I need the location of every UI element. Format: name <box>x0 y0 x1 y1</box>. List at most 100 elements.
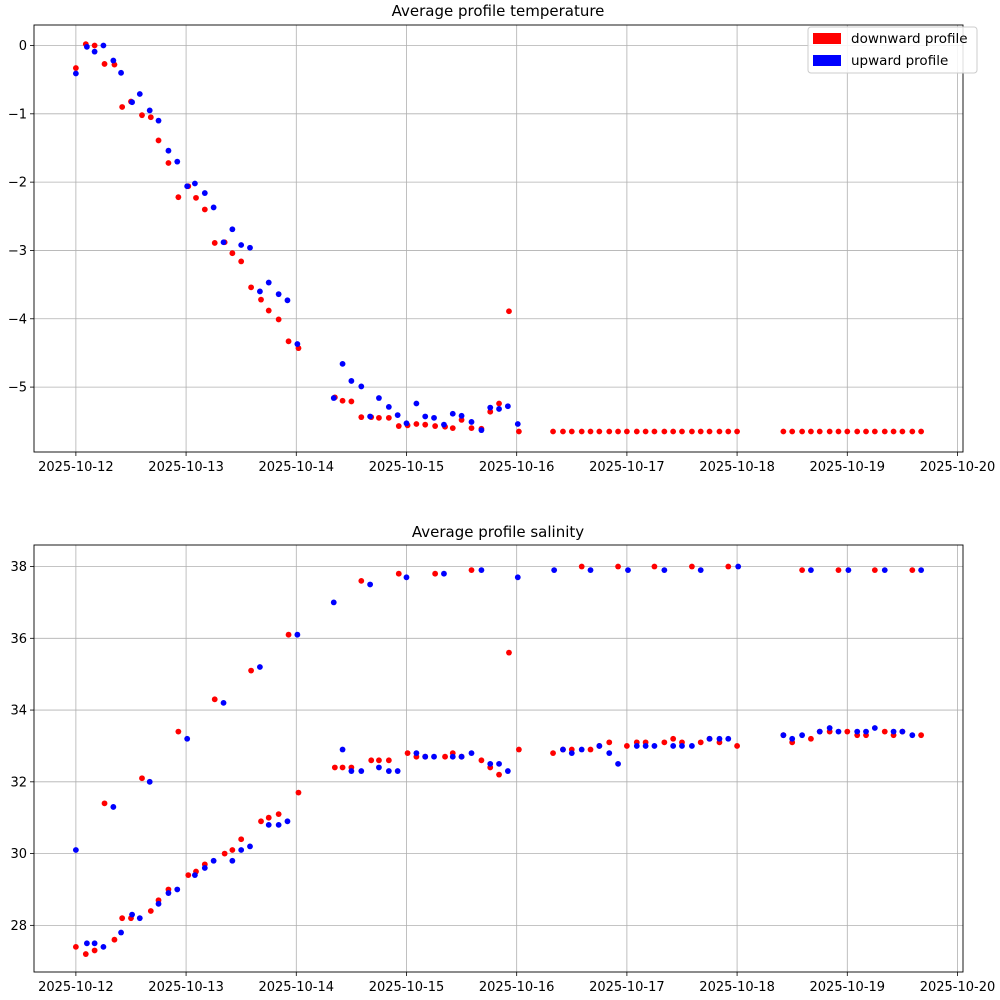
temperature-upward-point <box>184 183 191 190</box>
temperature-downward-point <box>578 428 585 435</box>
salinity-upward-point <box>83 940 90 947</box>
salinity-upward-point <box>478 567 485 574</box>
temperature-downward-point <box>651 428 658 435</box>
temperature-chart-title: Average profile temperature <box>392 2 605 20</box>
salinity-downward-point <box>442 753 448 760</box>
salinity-y-tick-label: 28 <box>10 919 27 934</box>
salinity-downward-point <box>175 728 182 735</box>
salinity-downward-point <box>615 563 621 570</box>
temperature-upward-point <box>367 413 374 420</box>
salinity-upward-point <box>835 728 842 735</box>
temperature-downward-point <box>468 425 475 431</box>
temperature-upward-point <box>339 360 346 367</box>
temperature-upward-point <box>431 414 437 421</box>
temperature-upward-point <box>422 413 429 420</box>
temperature-upward-point <box>100 42 107 49</box>
temperature-downward-point <box>101 61 108 67</box>
salinity-upward-point <box>284 818 291 825</box>
temperature-downward-point <box>633 428 640 435</box>
temperature-upward-point <box>72 70 79 77</box>
salinity-upward-point <box>201 865 208 871</box>
salinity-downward-point <box>623 743 630 749</box>
salinity-upward-point <box>642 743 649 749</box>
salinity-upward-point <box>229 857 236 864</box>
temperature-x-tick-label: 2025-10-20 <box>920 460 996 475</box>
temperature-upward-point <box>265 279 272 286</box>
salinity-upward-point <box>596 743 603 749</box>
salinity-upward-point <box>348 768 355 774</box>
salinity-upward-point <box>845 567 852 574</box>
legend-label-upward: upward profile <box>851 53 948 69</box>
salinity-x-tick-label: 2025-10-12 <box>38 980 114 995</box>
salinity-downward-point <box>285 631 292 638</box>
temperature-upward-point <box>458 412 465 419</box>
salinity-y-tick-label: 30 <box>10 847 27 862</box>
temperature-y-tick-label: −4 <box>8 312 27 327</box>
temperature-downward-point <box>863 428 869 435</box>
temperature-upward-point <box>275 291 282 298</box>
legend-swatch-downward <box>813 33 841 44</box>
salinity-downward-point <box>258 818 264 825</box>
temperature-upward-point <box>504 403 511 410</box>
salinity-upward-point <box>275 821 282 828</box>
salinity-upward-point <box>863 728 869 735</box>
temperature-downward-point <box>587 428 594 435</box>
temperature-downward-point <box>550 428 556 435</box>
temperature-downward-point <box>615 428 621 435</box>
temperature-x-tick-label: 2025-10-12 <box>38 460 114 475</box>
salinity-downward-point <box>221 850 228 857</box>
temperature-downward-point <box>348 398 355 405</box>
temperature-downward-point <box>568 428 575 435</box>
temperature-downward-point <box>706 428 713 435</box>
salinity-chart: Average profile salinity 2025-10-12 2025-… <box>10 523 995 995</box>
temperature-downward-point <box>844 428 851 435</box>
salinity-upward-point <box>735 563 742 570</box>
temperature-downward-point <box>339 397 346 404</box>
temperature-downward-point <box>881 428 888 435</box>
salinity-downward-point <box>506 649 512 656</box>
salinity-upward-point <box>174 886 181 893</box>
salinity-upward-point <box>210 857 217 864</box>
salinity-upward-point <box>118 929 124 936</box>
temperature-downward-point <box>725 428 732 435</box>
temperature-upward-point <box>165 147 172 154</box>
temperature-downward-point <box>238 258 245 265</box>
salinity-upward-point <box>560 746 566 753</box>
salinity-upward-point <box>220 699 227 706</box>
temperature-downward-point <box>808 428 814 435</box>
temperature-upward-point <box>118 69 124 76</box>
salinity-downward-point <box>72 943 79 950</box>
salinity-y-tick-label: 34 <box>10 704 27 719</box>
temperature-downward-point <box>697 428 704 435</box>
salinity-downward-point <box>799 567 806 574</box>
temperature-downward-point <box>358 414 365 421</box>
temperature-upward-point <box>487 404 494 411</box>
temperature-downward-point <box>413 421 420 427</box>
salinity-upward-point <box>514 574 521 581</box>
salinity-x-tick-label: 2025-10-20 <box>920 980 996 995</box>
temperature-downward-point <box>789 428 796 435</box>
salinity-upward-point <box>625 567 631 574</box>
salinity-upward-point <box>110 804 117 810</box>
salinity-x-tick-label: 2025-10-16 <box>479 980 555 995</box>
salinity-upward-point <box>881 567 888 574</box>
salinity-downward-point <box>185 872 192 879</box>
temperature-downward-point <box>596 428 603 435</box>
temperature-downward-point <box>496 400 502 407</box>
salinity-downward-point <box>395 570 402 577</box>
salinity-downward-point <box>550 750 556 757</box>
salinity-x-tick-label: 2025-10-14 <box>258 980 334 995</box>
salinity-downward-point <box>909 567 916 574</box>
salinity-upward-point <box>606 750 613 757</box>
salinity-downward-point <box>358 577 365 584</box>
temperature-downward-point <box>395 423 402 429</box>
salinity-downward-point <box>578 563 585 570</box>
temperature-x-tick-label: 2025-10-17 <box>589 460 665 475</box>
salinity-downward-point <box>478 757 485 764</box>
temperature-upward-point <box>220 239 227 246</box>
temperature-downward-point <box>679 428 685 435</box>
salinity-upward-point <box>129 911 135 918</box>
salinity-upward-point <box>136 915 143 922</box>
salinity-upward-point <box>257 664 263 670</box>
salinity-upward-point <box>394 768 401 774</box>
